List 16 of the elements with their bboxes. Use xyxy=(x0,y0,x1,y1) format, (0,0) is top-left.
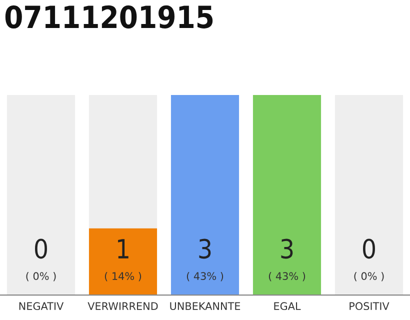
annotation: ( 43% ) xyxy=(268,272,306,282)
annotation: ( 43% ) xyxy=(186,272,224,282)
data-label: 1 xyxy=(118,239,128,258)
chart-title: 07111201915 xyxy=(5,5,213,28)
x-tick-label: POSITIV xyxy=(350,302,390,310)
x-tick-label: NEGATIV xyxy=(19,302,64,310)
annotation: ( 0% ) xyxy=(354,272,384,282)
data-label: 0 xyxy=(35,238,47,259)
x-tick-label: EGAL xyxy=(274,302,301,310)
x-tick-label: UNBEKANNTE xyxy=(170,302,240,310)
x-tick-label: VERWIRREND xyxy=(88,302,158,310)
data-label: 3 xyxy=(281,238,293,259)
data-label: 3 xyxy=(199,238,211,259)
data-label: 0 xyxy=(363,238,375,259)
annotation: ( 14% ) xyxy=(104,272,142,282)
annotation: ( 0% ) xyxy=(26,272,56,282)
